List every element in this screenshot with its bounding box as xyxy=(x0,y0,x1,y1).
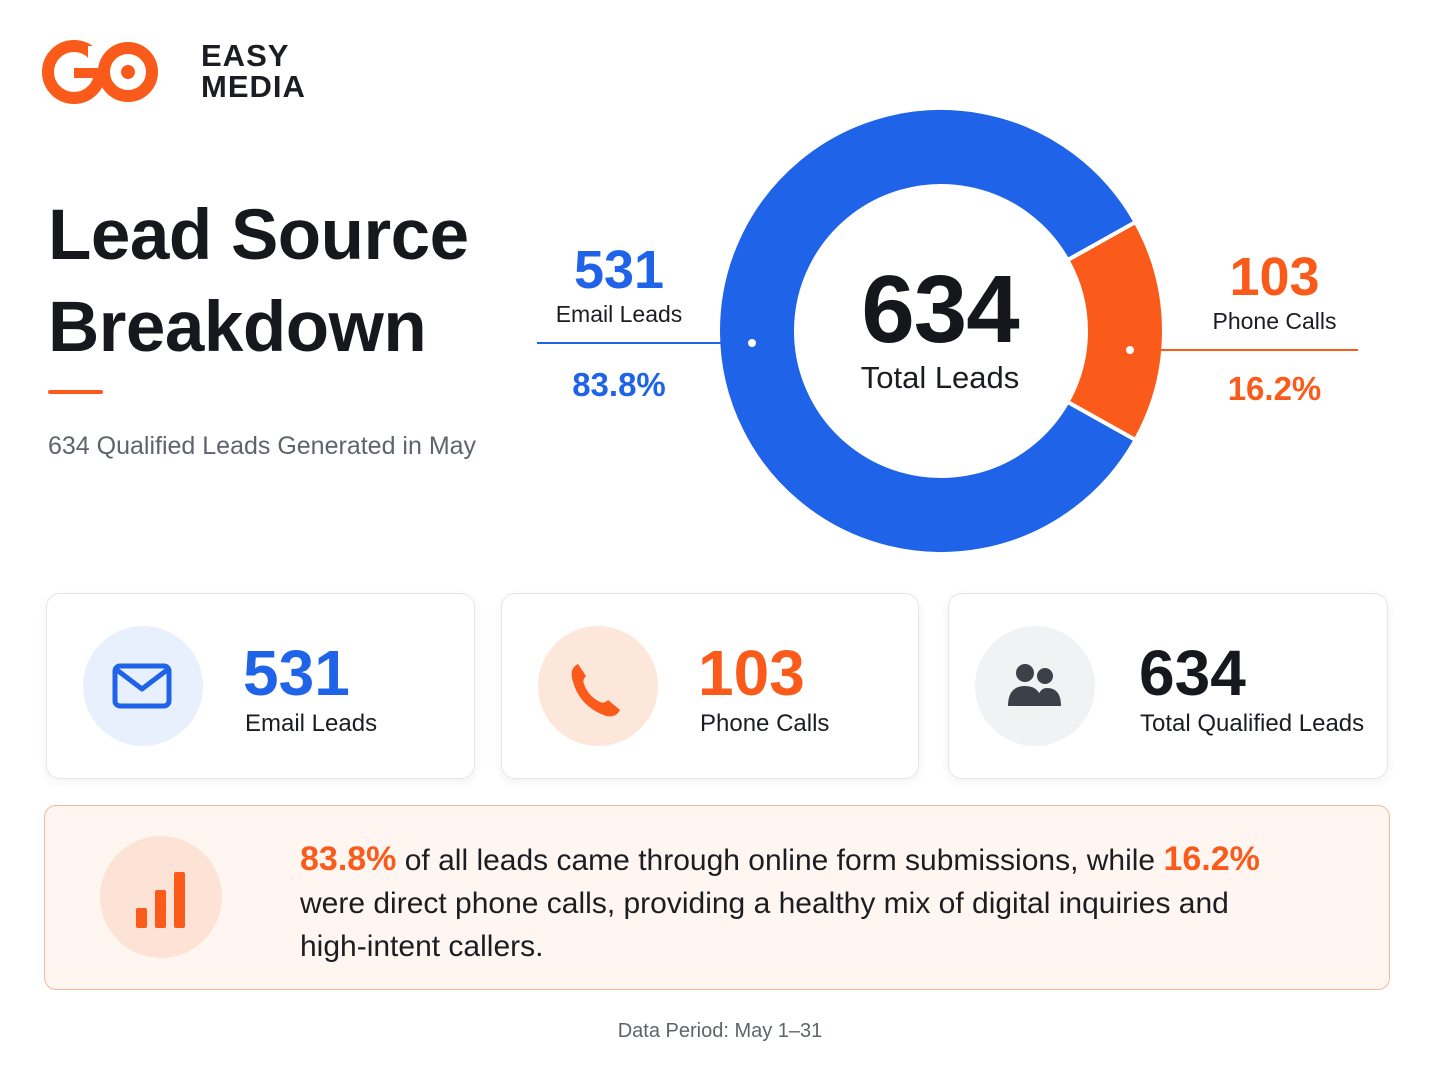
title-accent-rule xyxy=(48,390,103,394)
donut-slice-email xyxy=(716,106,1139,556)
email-callout-percent: 83.8% xyxy=(572,366,666,403)
insight-highlight-phone: 16.2% xyxy=(1163,840,1260,878)
stat-card-total-badge xyxy=(975,626,1095,746)
brand-wordmark: EASY MEDIA xyxy=(201,40,306,102)
stat-card-phone-badge xyxy=(538,626,658,746)
stat-card-email-value: 531 xyxy=(243,637,350,709)
stat-card-phone-label: Phone Calls xyxy=(700,710,830,737)
stat-card-total-value: 634 xyxy=(1139,637,1246,709)
donut-chart xyxy=(537,106,1358,556)
insight-badge xyxy=(100,836,222,958)
page-title: Lead Source Breakdown xyxy=(48,190,469,374)
donut-center-label: Total Leads xyxy=(860,360,1020,395)
phone-callout-value: 103 xyxy=(1229,247,1320,307)
email-leader-dot xyxy=(746,337,758,349)
page-subtitle: 634 Qualified Leads Generated in May xyxy=(48,432,477,460)
brand-word-easy: EASY xyxy=(201,38,290,73)
phone-callout-percent: 16.2% xyxy=(1227,370,1322,407)
envelope-icon xyxy=(112,663,172,709)
brand-logo: EASY MEDIA xyxy=(40,38,305,106)
phone-leader-dot xyxy=(1124,344,1136,356)
insight-text: 83.8% of all leads came through online f… xyxy=(300,838,1300,968)
stat-card-phone-value: 103 xyxy=(698,637,805,709)
data-period-footer: Data Period: May 1–31 xyxy=(617,1020,823,1042)
stat-card-phone: 103 Phone Calls xyxy=(501,593,919,779)
stat-card-total-label: Total Qualified Leads xyxy=(1140,710,1365,737)
email-callout: 531 Email Leads 83.8% xyxy=(538,240,700,403)
phone-icon xyxy=(571,664,620,717)
donut-slice-phone xyxy=(1064,219,1166,443)
donut-center-value: 634 xyxy=(861,256,1019,363)
brand-word-media: MEDIA xyxy=(201,69,306,104)
stat-card-email-label: Email Leads xyxy=(245,710,378,737)
insight-highlight-email: 83.8% xyxy=(300,840,397,878)
insight-text-part1: of all leads came through online form su… xyxy=(396,844,1164,877)
insight-panel: 83.8% of all leads came through online f… xyxy=(44,805,1390,990)
stat-card-email: 531 Email Leads xyxy=(46,593,475,779)
bar-chart-icon xyxy=(136,872,185,928)
page-title-line2: Breakdown xyxy=(48,288,427,367)
email-callout-label: Email Leads xyxy=(555,301,683,327)
users-icon xyxy=(1008,664,1061,706)
stat-card-email-badge xyxy=(83,626,203,746)
email-callout-value: 531 xyxy=(573,240,665,300)
phone-callout: 103 Phone Calls 16.2% xyxy=(1192,247,1357,407)
go-logo-mark xyxy=(42,40,158,104)
phone-callout-label: Phone Calls xyxy=(1212,308,1337,334)
stat-card-total: 634 Total Qualified Leads xyxy=(948,593,1388,779)
page-title-line1: Lead Source xyxy=(48,196,469,275)
insight-text-part2: were direct phone calls, providing a hea… xyxy=(300,887,1229,963)
